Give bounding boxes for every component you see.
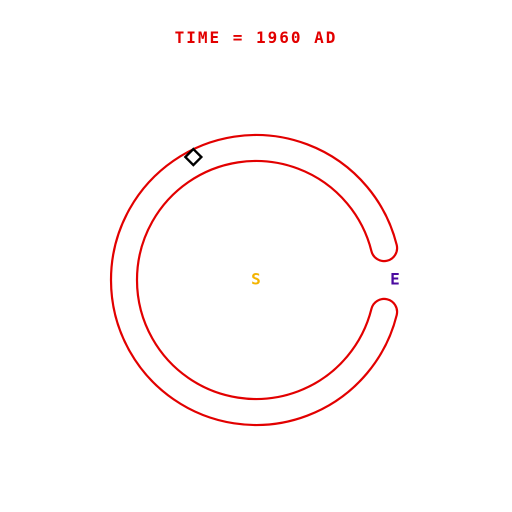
orbit-diagram: S E (0, 0, 512, 512)
earth-label: E (390, 270, 400, 289)
sun-label: S (251, 270, 261, 289)
